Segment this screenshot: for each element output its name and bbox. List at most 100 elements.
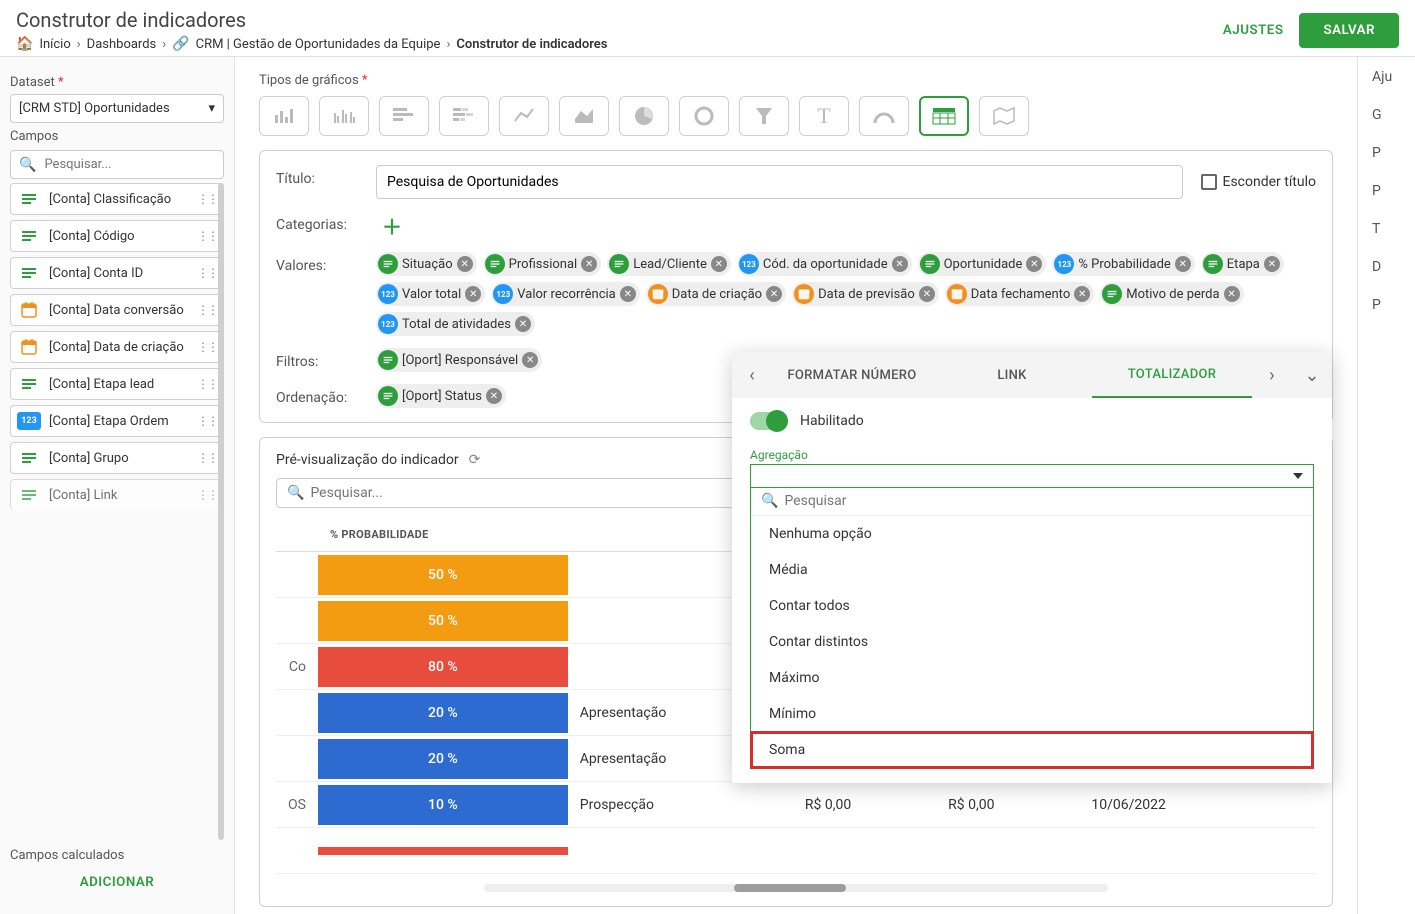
title-input[interactable] — [376, 165, 1183, 199]
chip-remove-icon[interactable]: ✕ — [620, 286, 636, 302]
chip[interactable]: Profissional✕ — [483, 252, 602, 276]
chip[interactable]: Data fechamento✕ — [945, 282, 1094, 306]
chart-type-gauge[interactable] — [859, 96, 909, 136]
chip-remove-icon[interactable]: ✕ — [711, 256, 727, 272]
chip[interactable]: Etapa✕ — [1201, 252, 1284, 276]
chip-remove-icon[interactable]: ✕ — [919, 286, 935, 302]
aggregation-option[interactable]: Nenhuma opção — [751, 516, 1313, 552]
chart-type-bar[interactable] — [259, 96, 309, 136]
chip[interactable]: 123Valor total✕ — [376, 282, 485, 306]
chip[interactable]: 123% Probabilidade✕ — [1052, 252, 1194, 276]
chip-remove-icon[interactable]: ✕ — [892, 256, 908, 272]
drag-icon[interactable]: ⋮⋮ — [197, 414, 217, 428]
enabled-toggle[interactable] — [750, 412, 786, 430]
aggregation-select[interactable] — [750, 464, 1314, 488]
field-item[interactable]: [Conta] Link⋮⋮ — [10, 479, 224, 510]
chart-type-hbar[interactable] — [379, 96, 429, 136]
aggregation-option[interactable]: Contar todos — [751, 588, 1313, 624]
chip[interactable]: 123Cód. da oportunidade✕ — [737, 252, 912, 276]
aggregation-option[interactable]: Mínimo — [751, 696, 1313, 732]
collapse-icon[interactable]: ⌄ — [1292, 365, 1332, 386]
chip-remove-icon[interactable]: ✕ — [457, 256, 473, 272]
save-button[interactable]: SALVAR — [1299, 13, 1399, 48]
chip[interactable]: [Oport] Responsável✕ — [376, 348, 542, 372]
horizontal-scrollbar[interactable] — [484, 884, 1108, 892]
aggregation-option[interactable]: Média — [751, 552, 1313, 588]
add-category-button[interactable]: ＋ — [376, 211, 408, 240]
aggregation-option[interactable]: Contar distintos — [751, 624, 1313, 660]
drag-icon[interactable]: ⋮⋮ — [197, 340, 217, 354]
fields-search-input[interactable] — [42, 155, 215, 174]
tab-prev-icon[interactable]: ‹ — [732, 365, 772, 386]
chip-remove-icon[interactable]: ✕ — [1074, 286, 1090, 302]
chip[interactable]: [Oport] Status✕ — [376, 384, 506, 408]
chip-remove-icon[interactable]: ✕ — [1026, 256, 1042, 272]
refresh-icon[interactable]: ⟳ — [469, 452, 481, 468]
chip[interactable]: 123Total de atividades✕ — [376, 312, 535, 336]
chart-type-pie[interactable] — [619, 96, 669, 136]
chart-type-funnel[interactable] — [739, 96, 789, 136]
hide-title-checkbox[interactable]: Esconder título — [1201, 174, 1317, 190]
chip[interactable]: Lead/Cliente✕ — [607, 252, 731, 276]
field-item[interactable]: [Conta] Grupo⋮⋮ — [10, 442, 224, 474]
chip[interactable]: 123Valor recorrência✕ — [491, 282, 639, 306]
field-item[interactable]: [Conta] Etapa lead⋮⋮ — [10, 368, 224, 400]
chart-type-area[interactable] — [559, 96, 609, 136]
fields-search[interactable]: 🔍 — [10, 150, 224, 179]
chart-type-table[interactable] — [919, 96, 969, 136]
chip-remove-icon[interactable]: ✕ — [581, 256, 597, 272]
field-item[interactable]: 123[Conta] Etapa Ordem⋮⋮ — [10, 405, 224, 437]
chip-remove-icon[interactable]: ✕ — [1264, 256, 1280, 272]
crumb-dashboards[interactable]: Dashboards — [87, 37, 157, 52]
field-item[interactable]: [Conta] Conta ID⋮⋮ — [10, 257, 224, 289]
aggregation-option[interactable]: Soma — [751, 732, 1313, 768]
chip[interactable]: Motivo de perda✕ — [1100, 282, 1243, 306]
drag-icon[interactable]: ⋮⋮ — [197, 266, 217, 280]
add-calc-field-button[interactable]: ADICIONAR — [10, 863, 224, 902]
chip[interactable]: Oportunidade✕ — [918, 252, 1047, 276]
drag-icon[interactable]: ⋮⋮ — [197, 303, 217, 317]
chart-types-label: Tipos de gráficos * — [259, 73, 1333, 88]
drag-icon[interactable]: ⋮⋮ — [197, 229, 217, 243]
chip-remove-icon[interactable]: ✕ — [766, 286, 782, 302]
aggregation-search-input[interactable] — [784, 493, 1303, 509]
chip-remove-icon[interactable]: ✕ — [1175, 256, 1191, 272]
drag-icon[interactable]: ⋮⋮ — [197, 192, 217, 206]
chart-type-donut[interactable] — [679, 96, 729, 136]
chip-remove-icon[interactable]: ✕ — [515, 316, 531, 332]
drag-icon[interactable]: ⋮⋮ — [197, 451, 217, 465]
chip-remove-icon[interactable]: ✕ — [465, 286, 481, 302]
chart-type-text[interactable]: T — [799, 96, 849, 136]
home-icon[interactable]: 🏠 — [16, 36, 33, 52]
crumb-context[interactable]: CRM | Gestão de Oportunidades da Equipe — [196, 37, 441, 52]
link-icon: 🔗 — [172, 36, 189, 52]
tab-totalizer[interactable]: TOTALIZADOR — [1092, 353, 1252, 398]
chip-remove-icon[interactable]: ✕ — [522, 352, 538, 368]
settings-button[interactable]: AJUSTES — [1207, 15, 1300, 46]
field-item[interactable]: [Conta] Código⋮⋮ — [10, 220, 224, 252]
chart-type-grouped-bar[interactable] — [319, 96, 369, 136]
tab-format-number[interactable]: FORMATAR NÚMERO — [772, 354, 932, 397]
crumb-home[interactable]: Início — [39, 37, 70, 52]
drag-icon[interactable]: ⋮⋮ — [197, 377, 217, 391]
table-row[interactable]: OS10 %ProspecçãoR$ 0,00R$ 0,0010/06/2022 — [276, 782, 1316, 828]
chart-type-map[interactable] — [979, 96, 1029, 136]
chip-remove-icon[interactable]: ✕ — [486, 388, 502, 404]
chip[interactable]: Data de previsão✕ — [792, 282, 939, 306]
field-item[interactable]: [Conta] Data conversão⋮⋮ — [10, 294, 224, 326]
chart-type-line[interactable] — [499, 96, 549, 136]
drag-icon[interactable]: ⋮⋮ — [197, 488, 217, 502]
chip[interactable]: Data de criação✕ — [646, 282, 786, 306]
dataset-select[interactable]: [CRM STD] Oportunidades ▾ — [10, 94, 224, 123]
tab-next-icon[interactable]: › — [1252, 365, 1292, 386]
field-item[interactable]: [Conta] Data de criação⋮⋮ — [10, 331, 224, 363]
tab-link[interactable]: LINK — [932, 354, 1092, 397]
crumb-current: Construtor de indicadores — [456, 37, 607, 52]
col-prob[interactable]: % PROBABILIDADE — [318, 518, 568, 552]
chip-remove-icon[interactable]: ✕ — [1224, 286, 1240, 302]
aggregation-dropdown: 🔍 Nenhuma opçãoMédiaContar todosContar d… — [750, 487, 1314, 769]
chart-type-stacked-hbar[interactable] — [439, 96, 489, 136]
aggregation-option[interactable]: Máximo — [751, 660, 1313, 696]
chip[interactable]: Situação✕ — [376, 252, 477, 276]
field-item[interactable]: [Conta] Classificação⋮⋮ — [10, 183, 224, 215]
